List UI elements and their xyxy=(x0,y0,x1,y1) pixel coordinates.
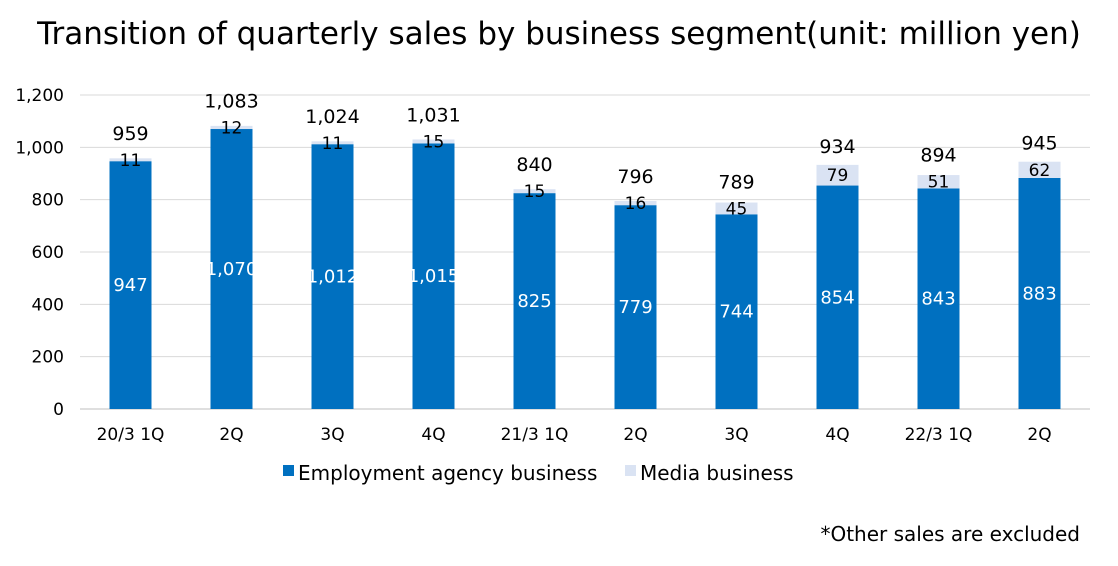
bar-media xyxy=(917,175,960,189)
bar-media xyxy=(1018,161,1061,178)
bar-employment xyxy=(917,188,960,409)
bar-media xyxy=(210,125,253,130)
bar-employment xyxy=(1018,177,1061,409)
y-tick-label: 600 xyxy=(32,243,64,263)
x-axis-labels: 20/3 1Q 2Q 3Q 4Q 21/3 1Q 2Q 3Q 4Q 22/3 1Q 2Q xyxy=(97,425,1052,445)
x-tick-label: 4Q xyxy=(421,425,445,445)
bar-media xyxy=(311,141,354,145)
data-label-media: 16 xyxy=(625,194,647,214)
x-tick-label: 2Q xyxy=(1027,425,1051,445)
x-tick-label: 21/3 1Q xyxy=(501,425,569,445)
bar-media xyxy=(513,189,556,194)
bar-employment xyxy=(614,205,657,409)
bar-employment xyxy=(816,185,859,409)
bar-media xyxy=(109,158,152,162)
bar-media xyxy=(715,202,758,215)
data-label-employment: 947 xyxy=(113,275,147,296)
data-label-total: 934 xyxy=(819,136,855,158)
x-tick-label: 2Q xyxy=(219,425,243,445)
data-label-employment: 1,070 xyxy=(206,259,258,280)
data-label-media: 15 xyxy=(423,132,445,152)
x-tick-label: 3Q xyxy=(724,425,748,445)
data-label-employment: 744 xyxy=(719,302,753,323)
data-label-total: 796 xyxy=(617,166,653,188)
legend-label-employment: Employment agency business xyxy=(298,461,597,485)
x-tick-label: 2Q xyxy=(623,425,647,445)
data-label-employment: 825 xyxy=(517,291,551,312)
y-tick-label: 0 xyxy=(53,400,64,420)
y-tick-label: 200 xyxy=(32,348,64,368)
data-label-total: 1,083 xyxy=(204,90,258,112)
data-label-employment: 883 xyxy=(1022,283,1056,304)
legend-label-media: Media business xyxy=(640,461,794,485)
legend-swatch-employment xyxy=(283,465,294,476)
legend-swatch-media xyxy=(625,465,636,476)
bar-media xyxy=(614,200,657,206)
y-axis-ticks: 0 200 400 600 800 1,000 1,200 xyxy=(15,86,64,420)
data-label-media: 51 xyxy=(928,173,950,193)
bar-employment xyxy=(311,144,354,409)
footnote: *Other sales are excluded xyxy=(820,522,1080,546)
data-label-employment: 1,012 xyxy=(307,267,359,288)
y-tick-label: 400 xyxy=(32,295,64,315)
data-label-total: 840 xyxy=(516,154,552,176)
data-label-employment: 1,015 xyxy=(408,266,460,287)
data-label-media: 62 xyxy=(1029,161,1051,181)
data-label-media: 12 xyxy=(221,118,243,138)
data-label-total: 945 xyxy=(1021,133,1057,155)
bar-employment xyxy=(513,193,556,409)
bar-media xyxy=(412,139,455,144)
x-tick-label: 3Q xyxy=(320,425,344,445)
data-label-media: 79 xyxy=(827,166,849,186)
y-tick-label: 1,200 xyxy=(15,86,64,106)
x-tick-label: 4Q xyxy=(825,425,849,445)
bar-employment xyxy=(210,129,253,409)
data-label-media: 11 xyxy=(120,151,142,171)
bar-media xyxy=(816,164,859,186)
data-label-employment: 854 xyxy=(820,287,854,308)
bar-employment xyxy=(715,214,758,409)
y-tick-label: 1,000 xyxy=(15,138,64,158)
legend: Employment agency business Media busines… xyxy=(283,461,794,485)
data-label-total: 1,024 xyxy=(305,106,359,128)
bars: 947 11 959 1,070 12 1,083 1,012 11 1,024 1,015 15 1… xyxy=(109,90,1061,410)
y-tick-label: 800 xyxy=(32,191,64,211)
x-tick-label: 22/3 1Q xyxy=(905,425,973,445)
data-label-total: 959 xyxy=(112,123,148,145)
chart-title: Transition of quarterly sales by busines… xyxy=(37,16,1081,52)
bar-employment xyxy=(109,161,152,409)
data-label-media: 15 xyxy=(524,182,546,202)
data-label-employment: 779 xyxy=(618,297,652,318)
data-label-media: 45 xyxy=(726,199,748,219)
bar-employment xyxy=(412,143,455,410)
x-tick-label: 20/3 1Q xyxy=(97,425,165,445)
data-label-total: 1,031 xyxy=(406,104,460,126)
data-label-total: 894 xyxy=(920,145,956,167)
data-label-total: 789 xyxy=(718,171,754,193)
data-label-media: 11 xyxy=(322,134,344,154)
data-label-employment: 843 xyxy=(921,289,955,310)
